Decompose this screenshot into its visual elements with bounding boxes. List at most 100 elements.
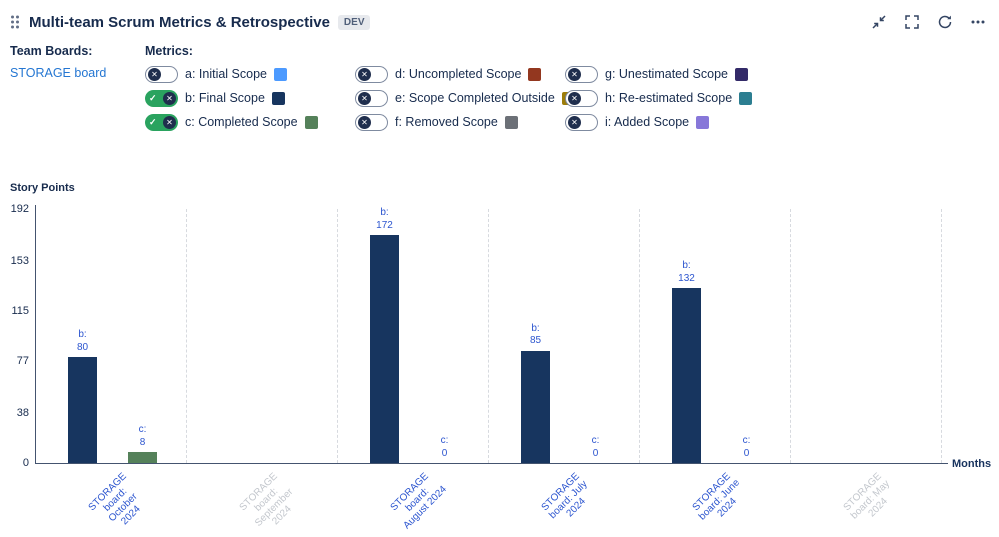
y-axis-line bbox=[35, 205, 36, 463]
metric-label: a: Initial Scope bbox=[185, 67, 267, 81]
bar-value-label-c: c: 0 bbox=[440, 435, 449, 459]
metric-label: d: Uncompleted Scope bbox=[395, 67, 522, 81]
metric-column: ✕ a: Initial Scope ✓ ✕ b: Final Scope ✓ ✕ c: Co… bbox=[145, 62, 355, 134]
metric-color-swatch bbox=[739, 91, 753, 105]
check-icon: ✓ bbox=[149, 92, 157, 103]
x-axis-label: STORAGE board: September 2024 bbox=[237, 470, 295, 529]
x-axis-label: STORAGE board: May 2024 bbox=[841, 470, 892, 522]
x-icon: ✕ bbox=[568, 91, 581, 105]
collapse-button[interactable] bbox=[870, 13, 888, 31]
bar-value-label-c: c: 0 bbox=[591, 435, 600, 459]
x-icon: ✕ bbox=[568, 67, 581, 81]
x-icon: ✕ bbox=[568, 115, 581, 129]
board-link[interactable]: STORAGE board bbox=[10, 66, 107, 80]
bar-b[interactable] bbox=[68, 357, 97, 463]
metric-color-swatch bbox=[504, 115, 518, 129]
x-axis-line bbox=[35, 463, 948, 464]
gridline bbox=[488, 209, 489, 463]
more-icon bbox=[971, 20, 985, 24]
x-icon: ✕ bbox=[358, 67, 371, 81]
y-tick-label: 77 bbox=[16, 355, 29, 368]
gridline bbox=[790, 209, 791, 463]
metric-item-f: ✕ f: Removed Scope bbox=[355, 110, 565, 134]
metric-label: g: Unestimated Scope bbox=[605, 67, 728, 81]
x-icon: ✕ bbox=[163, 91, 176, 105]
bar-b[interactable] bbox=[672, 288, 701, 463]
bar-value-label-b: b: 80 bbox=[76, 329, 89, 353]
metric-item-c: ✓ ✕ c: Completed Scope bbox=[145, 110, 355, 134]
metric-color-swatch bbox=[274, 67, 287, 81]
metric-item-h: ✕ h: Re-estimated Scope bbox=[565, 86, 775, 110]
metric-label: b: Final Scope bbox=[185, 91, 265, 105]
metric-item-e: ✕ e: Scope Completed Outside bbox=[355, 86, 575, 110]
metric-item-a: ✕ a: Initial Scope bbox=[145, 62, 355, 86]
metric-toggle-c[interactable]: ✓ ✕ bbox=[145, 113, 178, 131]
metric-toggle-f[interactable]: ✕ bbox=[355, 113, 388, 131]
x-icon: ✕ bbox=[148, 67, 161, 81]
metric-toggle-i[interactable]: ✕ bbox=[565, 113, 598, 131]
widget-title: Multi-team Scrum Metrics & Retrospective bbox=[29, 13, 330, 31]
metric-item-i: ✕ i: Added Scope bbox=[565, 110, 775, 134]
metric-label: e: Scope Completed Outside bbox=[395, 91, 555, 105]
metrics-label: Metrics: bbox=[145, 44, 193, 58]
collapse-icon bbox=[872, 15, 886, 29]
metric-toggle-e[interactable]: ✕ bbox=[355, 89, 388, 107]
x-icon: ✕ bbox=[358, 91, 371, 105]
team-boards-section: Team Boards: STORAGE board bbox=[10, 44, 106, 80]
metric-toggle-a[interactable]: ✕ bbox=[145, 65, 178, 83]
bar-value-label-b: b: 85 bbox=[529, 322, 542, 347]
metric-item-b: ✓ ✕ b: Final Scope bbox=[145, 86, 355, 110]
fullscreen-icon bbox=[905, 15, 919, 29]
metric-column: ✕ g: Unestimated Scope ✕ h: Re-estimated Sc… bbox=[565, 62, 775, 134]
metric-color-swatch bbox=[696, 115, 710, 129]
dev-badge: DEV bbox=[337, 14, 371, 30]
x-axis-label: STORAGE board: June 2024 bbox=[690, 470, 742, 523]
y-tick-label: 192 bbox=[10, 203, 29, 215]
metric-color-swatch bbox=[735, 67, 748, 81]
metric-color-swatch bbox=[304, 115, 318, 129]
x-icon: ✕ bbox=[163, 115, 176, 129]
x-axis-label: STORAGE board: August 2024 bbox=[388, 470, 449, 532]
more-button[interactable] bbox=[969, 13, 987, 31]
y-tick-label: 0 bbox=[22, 457, 29, 469]
gridline bbox=[337, 209, 338, 463]
metric-color-swatch bbox=[528, 67, 542, 81]
y-tick-label: 115 bbox=[11, 304, 29, 317]
fullscreen-button[interactable] bbox=[903, 13, 921, 31]
y-tick-label: 153 bbox=[10, 254, 29, 267]
metric-toggle-d[interactable]: ✕ bbox=[355, 65, 388, 83]
drag-dots-icon bbox=[11, 15, 19, 29]
metric-label: c: Completed Scope bbox=[185, 115, 298, 129]
metric-toggle-b[interactable]: ✓ ✕ bbox=[145, 89, 178, 107]
gridline bbox=[186, 209, 187, 463]
y-axis-title: Story Points bbox=[10, 182, 75, 194]
check-icon: ✓ bbox=[149, 116, 157, 127]
x-axis-title: Months bbox=[952, 458, 992, 470]
metric-label: f: Removed Scope bbox=[395, 115, 498, 129]
drag-handle-icon[interactable] bbox=[8, 14, 22, 30]
bar-value-label-c: c: 0 bbox=[742, 435, 751, 459]
team-boards-label: Team Boards: bbox=[10, 44, 93, 58]
metric-color-swatch bbox=[271, 91, 285, 105]
metric-toggle-g[interactable]: ✕ bbox=[565, 65, 598, 83]
bar-value-label-b: b: 132 bbox=[678, 260, 695, 284]
x-axis-label: STORAGE board: July 2024 bbox=[539, 470, 590, 522]
widget-header: Multi-team Scrum Metrics & Retrospective… bbox=[8, 10, 987, 34]
bar-b[interactable] bbox=[521, 350, 550, 463]
bar-c[interactable] bbox=[128, 452, 157, 463]
metric-label: i: Added Scope bbox=[605, 115, 690, 129]
refresh-button[interactable] bbox=[936, 13, 954, 31]
metrics-section: Metrics: ✕ a: Initial Scope ✓ ✕ b: Final Sco… bbox=[145, 44, 775, 134]
bar-value-label-c: c: 8 bbox=[138, 424, 147, 448]
header-actions bbox=[870, 13, 987, 31]
y-tick-label: 38 bbox=[16, 406, 29, 419]
metric-columns: ✕ a: Initial Scope ✓ ✕ b: Final Scope ✓ ✕ c: Co… bbox=[145, 62, 775, 134]
bar-b[interactable] bbox=[370, 235, 399, 463]
metric-item-d: ✕ d: Uncompleted Scope bbox=[355, 62, 565, 86]
metric-toggle-h[interactable]: ✕ bbox=[565, 89, 598, 107]
x-axis-label: STORAGE board: October 2024 bbox=[86, 470, 143, 528]
gridline bbox=[941, 209, 942, 463]
metric-column: ✕ d: Uncompleted Scope ✕ e: Scope Completed… bbox=[355, 62, 575, 134]
